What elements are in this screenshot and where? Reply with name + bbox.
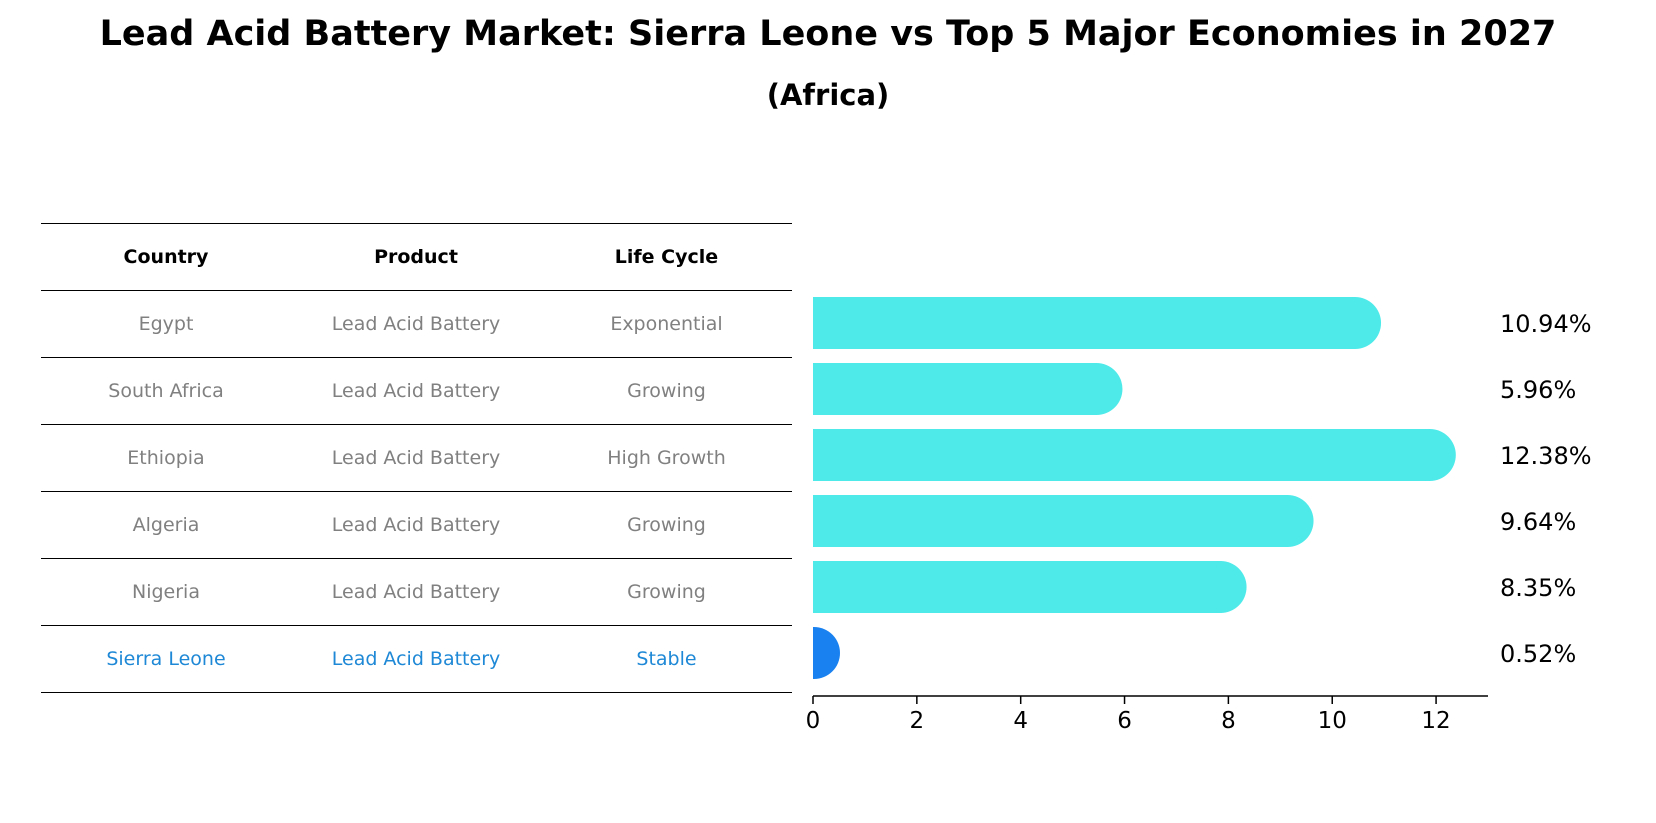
cell-product: Lead Acid Battery <box>331 380 501 402</box>
cell-life-cycle: Growing <box>627 581 706 603</box>
x-tick-label: 2 <box>910 708 925 734</box>
header-product: Product <box>374 246 458 268</box>
cell-product: Lead Acid Battery <box>331 447 501 469</box>
cell-product: Lead Acid Battery <box>331 581 501 603</box>
x-tick-label: 0 <box>806 708 821 734</box>
table-row-highlighted: Sierra Leone Lead Acid Battery Stable <box>41 626 792 693</box>
cell-product: Lead Acid Battery <box>331 313 501 335</box>
table-row: Nigeria Lead Acid Battery Growing <box>41 559 792 626</box>
x-tick-label: 8 <box>1221 708 1236 734</box>
table-row: South Africa Lead Acid Battery Growing <box>41 358 792 425</box>
bar-nigeria <box>813 561 1247 613</box>
cell-product: Lead Acid Battery <box>331 514 501 536</box>
cell-life-cycle: Exponential <box>610 313 723 335</box>
value-label: 0.52% <box>1500 640 1576 668</box>
chart-title: Lead Acid Battery Market: Sierra Leone v… <box>99 14 1557 54</box>
chart-subtitle: (Africa) <box>766 78 890 112</box>
value-label: 8.35% <box>1500 574 1576 602</box>
cell-product: Lead Acid Battery <box>331 648 501 670</box>
cell-life-cycle: Growing <box>627 380 706 402</box>
cell-country: Nigeria <box>132 581 200 603</box>
cell-life-cycle: High Growth <box>607 447 726 469</box>
x-tick-label: 6 <box>1117 708 1132 734</box>
bar-south-africa <box>813 363 1123 415</box>
table-header-row: Country Product Life Cycle <box>41 224 792 291</box>
cell-life-cycle: Stable <box>636 648 697 670</box>
cell-country: Egypt <box>138 313 194 335</box>
cell-life-cycle: Growing <box>627 514 706 536</box>
cell-country: Sierra Leone <box>106 648 226 670</box>
x-tick-label: 10 <box>1318 708 1347 734</box>
x-tick-label: 12 <box>1421 708 1450 734</box>
value-label: 10.94% <box>1500 310 1592 338</box>
value-label: 9.64% <box>1500 508 1576 536</box>
value-label: 5.96% <box>1500 376 1576 404</box>
header-country: Country <box>123 246 209 268</box>
x-tick-label: 4 <box>1013 708 1028 734</box>
table-row: Algeria Lead Acid Battery Growing <box>41 492 792 559</box>
bar-sierra-leone <box>813 627 840 679</box>
cell-country: Ethiopia <box>127 447 205 469</box>
value-label: 12.38% <box>1500 442 1592 470</box>
bar-algeria <box>813 495 1314 547</box>
header-life-cycle: Life Cycle <box>614 246 719 268</box>
data-table: Country Product Life Cycle Egypt Lead Ac… <box>41 223 792 693</box>
cell-country: South Africa <box>108 380 224 402</box>
bar-egypt <box>813 297 1382 349</box>
cell-country: Algeria <box>132 514 200 536</box>
bar-ethiopia <box>813 429 1456 481</box>
table-row: Ethiopia Lead Acid Battery High Growth <box>41 425 792 492</box>
table-row: Egypt Lead Acid Battery Exponential <box>41 291 792 358</box>
